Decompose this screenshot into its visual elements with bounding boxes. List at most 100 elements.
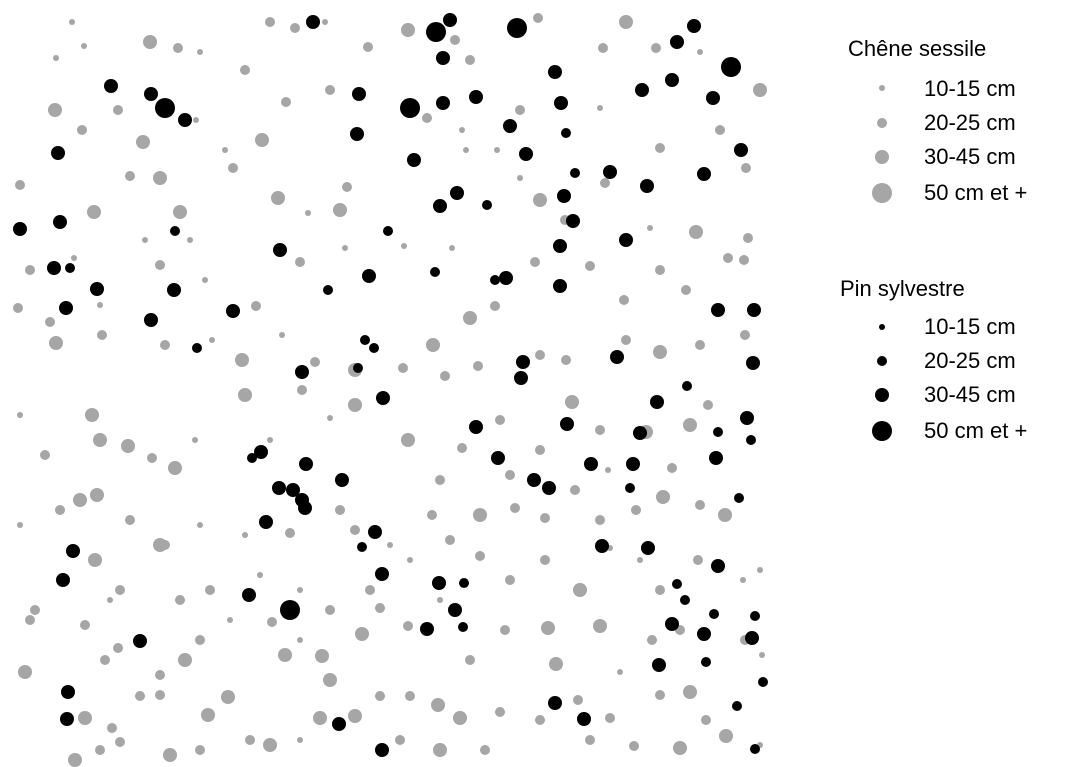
- pin-tree-point: [375, 743, 389, 757]
- chene-tree-point: [195, 745, 205, 755]
- pin-tree-point: [577, 712, 591, 726]
- pin-tree-point: [332, 717, 346, 731]
- pin-tree-point: [697, 627, 711, 641]
- chene-tree-point: [673, 741, 687, 755]
- chene-tree-point: [202, 277, 208, 283]
- pin-tree-point: [259, 515, 273, 529]
- chene-tree-point: [263, 738, 277, 752]
- chene-tree-point: [395, 735, 405, 745]
- chene-tree-point: [25, 615, 35, 625]
- chene-tree-point: [494, 147, 500, 153]
- pin-tree-point: [566, 214, 580, 228]
- chene-tree-point: [647, 225, 653, 231]
- pin-tree-point: [66, 544, 80, 558]
- chene-tree-point: [271, 191, 285, 205]
- chene-tree-point: [465, 655, 475, 665]
- chene-tree-point: [533, 193, 547, 207]
- pin-tree-point: [595, 539, 609, 553]
- legend-label-chene-30-45: 30-45 cm: [924, 144, 1016, 169]
- pin-tree-point: [144, 313, 158, 327]
- chene-tree-point: [71, 255, 77, 261]
- chene-tree-point: [125, 171, 135, 181]
- chene-tree-point: [313, 711, 327, 725]
- chene-tree-point: [463, 311, 477, 325]
- chene-tree-point: [631, 505, 641, 515]
- chene-tree-point: [240, 65, 250, 75]
- chene-tree-point: [365, 585, 375, 595]
- chene-tree-point: [227, 617, 233, 623]
- chene-tree-point: [209, 337, 215, 343]
- pin-tree-point: [619, 233, 633, 247]
- chene-tree-point: [40, 450, 50, 460]
- chene-tree-point: [629, 741, 639, 751]
- chene-tree-point: [535, 715, 545, 725]
- pin-tree-point: [299, 457, 313, 471]
- chene-tree-point: [333, 203, 347, 217]
- chene-tree-point: [719, 729, 733, 743]
- pin-tree-point: [90, 282, 104, 296]
- series-layer: [13, 13, 768, 767]
- pin-tree-point: [633, 426, 647, 440]
- pin-tree-point: [420, 622, 434, 636]
- pin-tree-point: [459, 578, 469, 588]
- chene-tree-point: [115, 585, 125, 595]
- chene-tree-point: [500, 625, 510, 635]
- chene-tree-point: [621, 335, 631, 345]
- pin-tree-point: [60, 712, 74, 726]
- chene-tree-point: [617, 669, 623, 675]
- chene-tree-point: [25, 265, 35, 275]
- pin-tree-point: [721, 57, 741, 77]
- pin-tree-point: [670, 35, 684, 49]
- chene-tree-point: [136, 135, 150, 149]
- chene-tree-point: [517, 175, 523, 181]
- pin-tree-point: [687, 19, 701, 33]
- pin-tree-point: [711, 303, 725, 317]
- chene-tree-point: [80, 620, 90, 630]
- chene-tree-point: [235, 353, 249, 367]
- chene-tree-point: [297, 737, 303, 743]
- chene-tree-point: [585, 735, 595, 745]
- pin-tree-point: [170, 226, 180, 236]
- chene-tree-point: [342, 245, 348, 251]
- chene-tree-point: [17, 412, 23, 418]
- chene-tree-point: [90, 488, 104, 502]
- chene-tree-point: [437, 597, 443, 603]
- pin-tree-point: [144, 87, 158, 101]
- chene-tree-point: [17, 522, 23, 528]
- legend-marker-chene-30-45: [875, 150, 889, 164]
- pin-tree-point: [570, 168, 580, 178]
- chene-tree-point: [637, 557, 643, 563]
- pin-tree-point: [104, 79, 118, 93]
- series-chene-sessile: [13, 13, 767, 767]
- chene-tree-point: [173, 43, 183, 53]
- pin-tree-point: [286, 483, 300, 497]
- chene-tree-point: [683, 685, 697, 699]
- chene-tree-point: [323, 673, 337, 687]
- pin-tree-point: [448, 603, 462, 617]
- chene-tree-point: [85, 408, 99, 422]
- chene-tree-point: [422, 113, 432, 123]
- pin-tree-point: [426, 22, 446, 42]
- pin-tree-point: [61, 685, 75, 699]
- chene-tree-point: [77, 125, 87, 135]
- pin-tree-point: [747, 303, 761, 317]
- chene-tree-point: [651, 43, 661, 53]
- chene-tree-point: [740, 330, 750, 340]
- legend-marker-pin-50-plus: [872, 421, 892, 441]
- pin-tree-point: [368, 525, 382, 539]
- chene-tree-point: [683, 418, 697, 432]
- pin-tree-point: [652, 658, 666, 672]
- chene-tree-point: [463, 147, 469, 153]
- legend-label-pin-30-45: 30-45 cm: [924, 382, 1016, 407]
- pin-tree-point: [350, 127, 364, 141]
- chene-tree-point: [113, 643, 123, 653]
- chene-tree-point: [342, 182, 352, 192]
- chene-tree-point: [703, 400, 713, 410]
- pin-tree-point: [482, 200, 492, 210]
- chene-tree-point: [222, 147, 228, 153]
- pin-tree-point: [746, 435, 756, 445]
- chene-tree-point: [168, 461, 182, 475]
- chene-tree-point: [197, 49, 203, 55]
- chene-tree-point: [363, 42, 373, 52]
- pin-tree-point: [352, 87, 366, 101]
